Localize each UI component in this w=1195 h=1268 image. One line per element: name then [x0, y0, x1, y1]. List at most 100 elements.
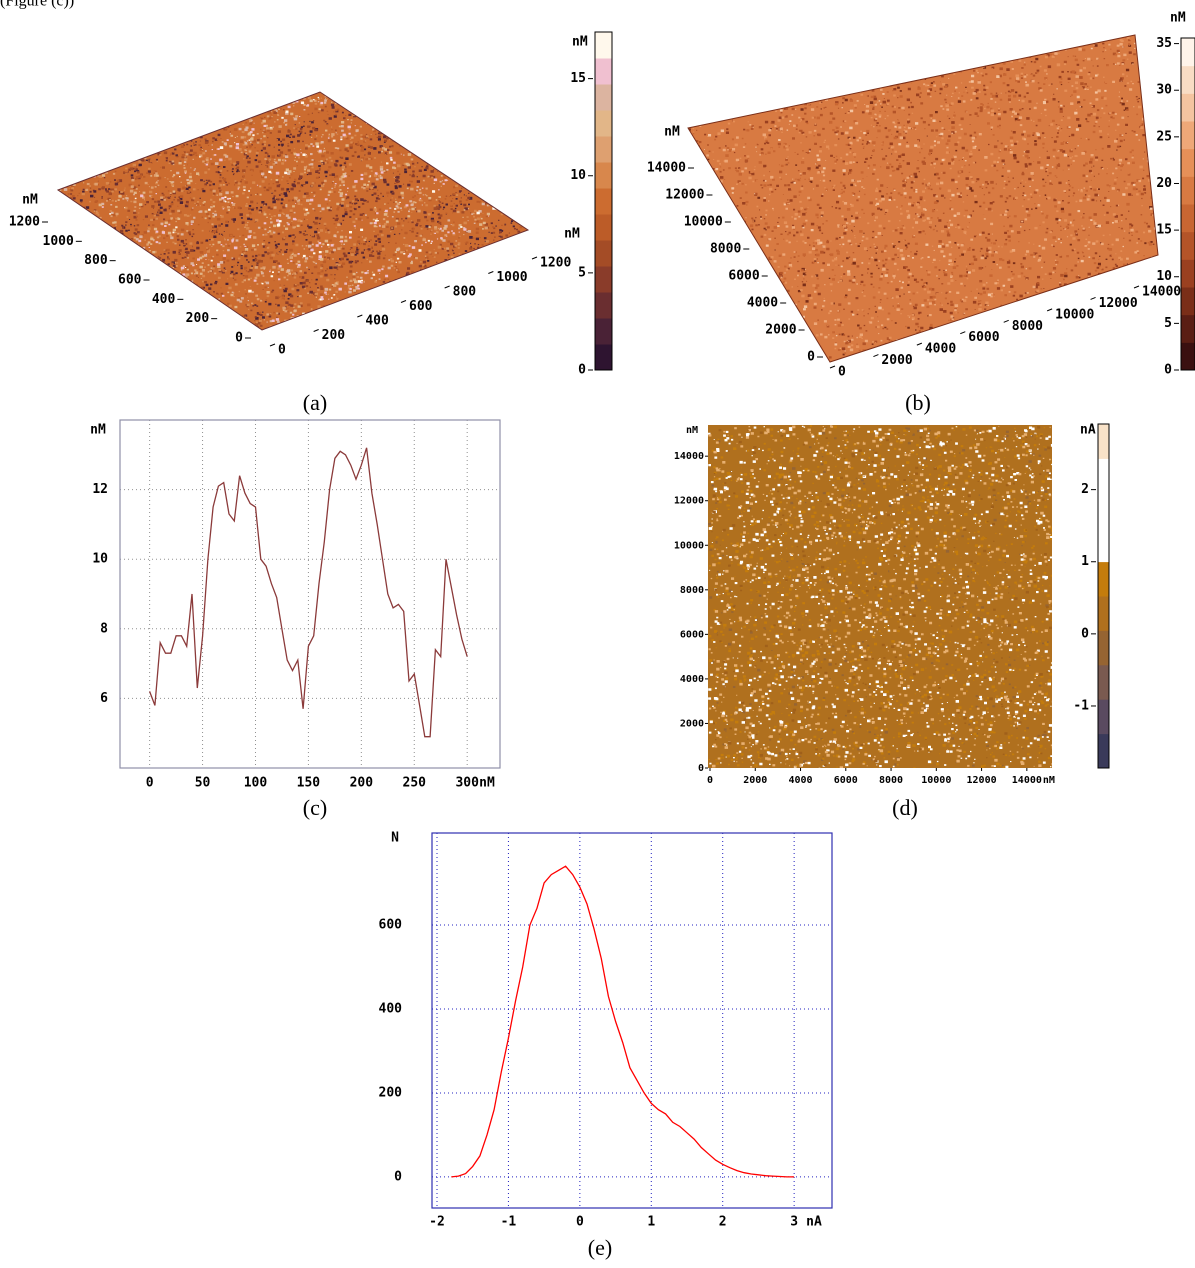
colorbar-band: [595, 84, 612, 111]
x-tick-label: 14000: [1012, 775, 1042, 786]
y-axis-label: nM: [664, 125, 680, 140]
surface-edge: [687, 34, 1159, 363]
colorbar-frame: [594, 31, 613, 371]
colorbar-tick-label: 10: [570, 168, 586, 183]
colorbar-band: [1098, 424, 1109, 459]
y-tick-label: 800: [84, 253, 108, 268]
y-tick-label: 1200: [9, 215, 40, 230]
x-tick-label: 2000: [881, 353, 912, 368]
x-tick: [873, 354, 879, 358]
x-tick-label: 0: [707, 775, 713, 786]
colorbar-band: [1098, 630, 1109, 666]
colorbar-band: [595, 188, 612, 215]
y-tick-label: 600: [118, 273, 142, 288]
colorbar-band: [595, 240, 612, 267]
x-tick-label: 400: [365, 314, 389, 329]
x-tick: [1133, 285, 1140, 289]
colorbar-band: [595, 58, 612, 85]
colorbar-tick-label: 0: [1081, 626, 1089, 641]
colorbar-band: [595, 136, 612, 163]
x-tick-label: 10000: [921, 775, 951, 786]
y-axis-label: nM: [686, 425, 698, 436]
y-tick-label: 4000: [680, 674, 704, 685]
colorbar-band: [1181, 287, 1195, 316]
x-tick-label: 8000: [1012, 319, 1043, 334]
z-axis-label: nM: [564, 227, 580, 242]
x-tick: [829, 365, 836, 369]
x-tick: [1090, 296, 1096, 300]
x-tick-label: 6000: [834, 775, 858, 786]
colorbar-band: [1181, 204, 1195, 233]
x-tick-label: 50: [195, 776, 211, 791]
y-tick-label: 400: [379, 1001, 403, 1016]
x-tick-label: 200: [350, 776, 374, 791]
x-tick-label: 4000: [925, 342, 956, 357]
x-tick-label: 1000: [496, 270, 527, 285]
colorbar-frame: [1180, 37, 1195, 371]
texture-speckle: [58, 92, 528, 330]
colorbar-tick-label: 20: [1156, 176, 1172, 191]
y-tick-label: 6: [100, 691, 108, 706]
colorbar-tick-label: 25: [1156, 129, 1172, 144]
y-tick-label: 6000: [680, 629, 704, 640]
y-tick-label: 4000: [747, 296, 778, 311]
top-text: (Figure (c)): [0, 0, 74, 10]
colorbar-band: [1098, 492, 1109, 528]
colorbar-label: nA: [1080, 423, 1096, 438]
x-tick-label: 14000: [1142, 285, 1181, 300]
colorbar-band: [1098, 733, 1109, 769]
x-tick: [916, 342, 923, 346]
x-tick: [488, 271, 494, 274]
colorbar-tick-label: 30: [1156, 83, 1172, 98]
x-tick-label: 12000: [967, 775, 997, 786]
x-tick: [400, 300, 407, 303]
y-tick-label: 0: [235, 331, 243, 346]
y-axis-label: nM: [90, 423, 106, 438]
colorbar-band: [1181, 93, 1195, 122]
colorbar-band: [1098, 458, 1109, 494]
x-tick-label: 800: [453, 285, 477, 300]
colorbar-band: [1181, 38, 1195, 67]
x-tick-label: 6000: [968, 330, 999, 345]
colorbar-band: [595, 266, 612, 293]
data-line: [148, 447, 468, 738]
x-tick-label: 0: [146, 776, 154, 791]
x-tick-label: -2: [429, 1215, 445, 1230]
colorbar-band: [1181, 314, 1195, 343]
x-tick-label: 250: [403, 776, 427, 791]
colorbar-band: [1098, 561, 1109, 597]
panel-label: (c): [303, 795, 327, 820]
x-tick-label: 0: [838, 365, 846, 380]
x-tick: [313, 329, 319, 332]
y-tick-label: 200: [379, 1085, 403, 1100]
colorbar-band: [1098, 527, 1109, 563]
x-tick: [1046, 308, 1053, 312]
data-line: [451, 865, 795, 1178]
x-tick-label: 0: [576, 1215, 584, 1230]
colorbar-band: [1181, 259, 1195, 288]
texture-speckle: [708, 425, 1052, 768]
x-tick-label: 2000: [743, 775, 767, 786]
y-tick-label: 0: [807, 350, 815, 365]
y-tick-label: 10000: [674, 540, 704, 551]
y-tick-label: 8000: [680, 585, 704, 596]
colorbar-band: [595, 32, 612, 59]
colorbar-tick-label: 35: [1156, 36, 1172, 51]
x-tick-label: 3: [790, 1215, 798, 1230]
x-tick-label: 12000: [1099, 296, 1138, 311]
colorbar-tick-label: 0: [1164, 363, 1172, 378]
panel-label: (b): [905, 390, 931, 415]
x-tick: [960, 331, 966, 335]
colorbar-frame: [1097, 423, 1110, 769]
colorbar-tick-label: 15: [1156, 223, 1172, 238]
y-tick-label: 400: [152, 292, 176, 307]
colorbar-tick-label: -1: [1073, 698, 1089, 713]
y-tick-label: 0: [698, 763, 704, 774]
x-tick-label: 200: [322, 328, 346, 343]
y-tick-label: 6000: [728, 269, 759, 284]
colorbar-tick-label: 10: [1156, 269, 1172, 284]
y-tick-label: 14000: [647, 161, 686, 176]
panel-label: (e): [588, 1235, 612, 1260]
colorbar-band: [1181, 176, 1195, 205]
panel-label: (a): [303, 390, 327, 415]
